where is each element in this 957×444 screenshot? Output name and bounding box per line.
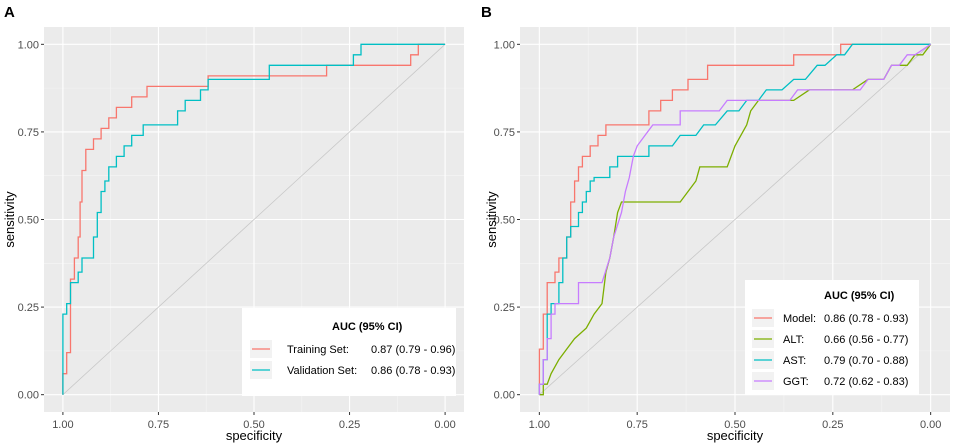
legend-series-auc: 0.66 (0.56 - 0.77) [824, 334, 908, 346]
roc-curve-trainingset [62, 43, 446, 395]
legend-series-name: Model: [783, 313, 816, 325]
legend-title: AUC (95% CI) [332, 321, 403, 333]
x-tick-label: 0.00 [434, 419, 455, 431]
legend-series-name: ALT: [783, 334, 804, 346]
y-tick-label: 0.25 [18, 302, 39, 314]
y-tick-label: 1.00 [494, 39, 515, 51]
roc-curve-ast [538, 43, 931, 395]
legend-series-auc: 0.86 (0.78 - 0.93) [824, 313, 908, 325]
legend-box [242, 308, 456, 396]
legend-series-auc: 0.86 (0.78 - 0.93) [371, 365, 455, 377]
legend-title: AUC (95% CI) [824, 290, 895, 302]
legend-series-auc: 0.72 (0.62 - 0.83) [824, 376, 908, 388]
y-axis-title: sensitivity [2, 191, 17, 248]
y-tick-label: 0.00 [494, 390, 515, 402]
y-tick-label: 0.50 [494, 215, 515, 227]
x-tick-label: 0.00 [920, 419, 941, 431]
y-tick-label: 0.00 [18, 390, 39, 402]
legend: AUC (95% CI) Model: 0.86 (0.78 - 0.93) ALT:… [745, 280, 919, 395]
reference-diagonal [62, 44, 446, 395]
x-axis-title: specificity [226, 428, 283, 443]
x-tick-label: 1.00 [529, 419, 550, 431]
legend-series-name: Training Set: [287, 344, 349, 356]
x-axis-title: specificity [707, 428, 764, 443]
legend-series-name: GGT: [783, 376, 809, 388]
x-tick-label: 1.00 [52, 419, 73, 431]
x-tick-label: 0.25 [339, 419, 360, 431]
x-tick-label: 0.50 [724, 419, 745, 431]
roc-curve-ggt [538, 43, 932, 395]
x-tick-label: 0.75 [148, 419, 169, 431]
reference-diagonal [539, 44, 931, 395]
panel-b: 1.00 0.75 0.50 0.25 0.00 0.00 0.25 0.50 0.75 1.00… [481, 4, 950, 443]
legend-series-name: AST: [783, 355, 806, 367]
y-tick-label: 0.75 [18, 127, 39, 139]
x-tick-label: 0.75 [626, 419, 647, 431]
legend-series-auc: 0.79 (0.70 - 0.88) [824, 355, 908, 367]
y-axis-title: sensitivity [484, 191, 499, 248]
roc-curve-model [538, 43, 931, 395]
x-tick-label: 0.25 [822, 419, 843, 431]
y-tick-label: 1.00 [18, 39, 39, 51]
x-tick-label: 0.50 [243, 419, 264, 431]
panel-a: 1.00 0.75 0.50 0.25 0.00 0.00 0.25 0.50 0.75 1.00… [2, 4, 464, 443]
panel-letter: A [4, 4, 15, 21]
y-tick-label: 0.25 [494, 302, 515, 314]
legend-series-name: Validation Set: [287, 365, 357, 377]
legend: AUC (95% CI) Training Set: 0.87 (0.79 - 0.… [242, 308, 456, 396]
legend-series-auc: 0.87 (0.79 - 0.96) [371, 344, 455, 356]
y-tick-label: 0.75 [494, 127, 515, 139]
y-tick-label: 0.50 [18, 215, 39, 227]
panel-letter: B [481, 4, 492, 21]
roc-curve-validationset [62, 43, 446, 395]
